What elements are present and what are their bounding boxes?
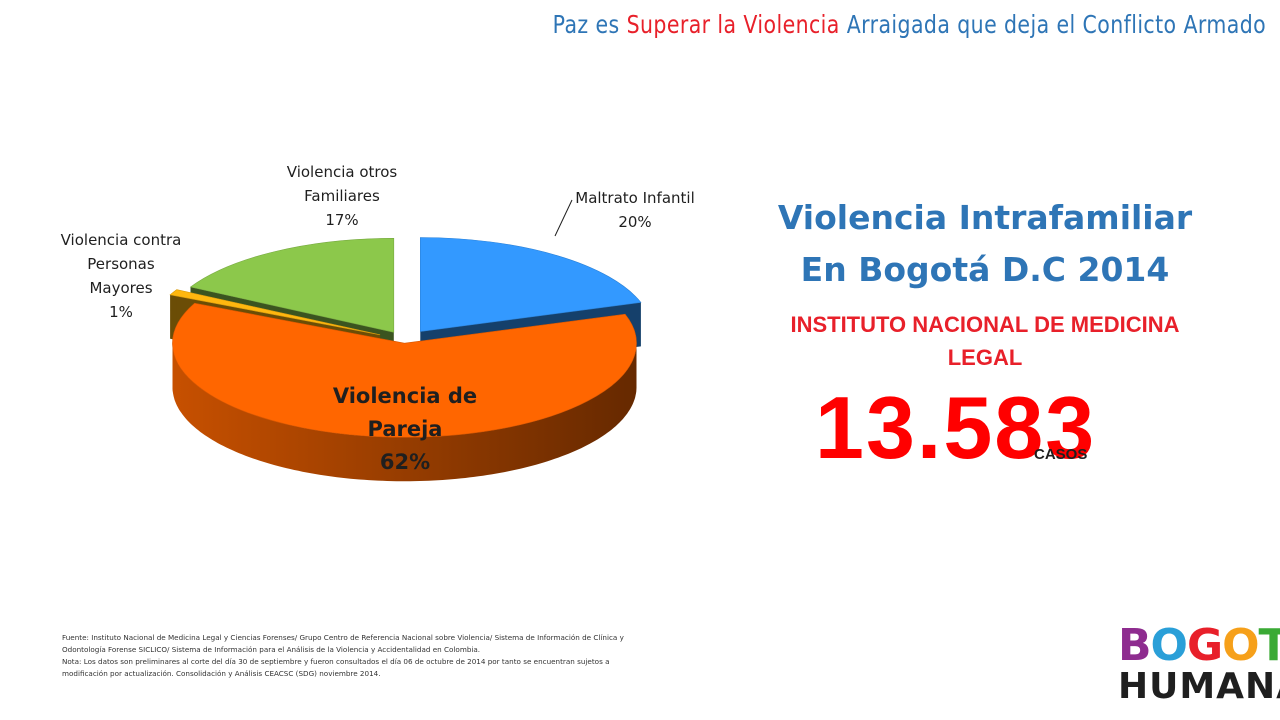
side-subtitle: INSTITUTO NACIONAL DE MEDICINA LEGAL: [790, 312, 1180, 370]
logo-letter: O: [1222, 620, 1259, 671]
slice-name-otros-familiares: Violencia otros Familiares: [286, 163, 398, 205]
slice-pct-pareja: 62%: [379, 450, 431, 474]
slice-name-pareja: Violencia de Pareja: [332, 384, 478, 441]
page-headline: Paz es Superar la Violencia Arraigada qu…: [553, 10, 1266, 39]
slice-name-maltrato-infantil: Maltrato Infantil: [575, 189, 695, 207]
logo-letter: O: [1150, 620, 1188, 671]
pie-slice-violencia-de-pareja: [172, 302, 637, 482]
headline-part-1: Paz es: [552, 10, 627, 39]
logo-letter: T: [1258, 620, 1280, 671]
footnote-source: Fuente: Instituto Nacional de Medicina L…: [62, 633, 624, 654]
slice-label-pareja: Violencia de Pareja 62%: [300, 380, 510, 479]
bogota-humana-logo: BOGOTÁ HUMANA: [1118, 624, 1280, 710]
total-cases-unit: CASOS: [1034, 446, 1088, 463]
logo-letter: G: [1186, 620, 1223, 671]
slice-pct-maltrato-infantil: 20%: [618, 213, 652, 231]
source-footnote: Fuente: Instituto Nacional de Medicina L…: [62, 632, 652, 680]
slice-name-personas-mayores: Violencia contra Personas Mayores: [60, 231, 182, 297]
headline-part-3: Arraigada que deja el Conflicto Armado: [839, 10, 1266, 39]
slice-pct-personas-mayores: 1%: [109, 303, 133, 321]
total-cases-value: 13.583: [815, 378, 1097, 477]
footnote-note: Nota: Los datos son preliminares al cort…: [62, 657, 610, 678]
headline-part-2: Superar la Violencia: [626, 10, 840, 39]
slice-label-maltrato-infantil: Maltrato Infantil 20%: [560, 186, 710, 234]
leader-line-maltrato-infantil: [554, 199, 573, 237]
side-title: Violencia Intrafamiliar En Bogotá D.C 20…: [777, 198, 1193, 289]
logo-letter: B: [1118, 620, 1152, 671]
logo-wordmark-bottom: HUMANA: [1118, 666, 1280, 707]
slice-label-otros-familiares: Violencia otros Familiares 17%: [282, 160, 402, 232]
slice-label-personas-mayores: Violencia contra Personas Mayores 1%: [56, 228, 186, 324]
logo-wordmark-top: BOGOTÁ: [1118, 624, 1280, 668]
slice-pct-otros-familiares: 17%: [325, 211, 359, 229]
